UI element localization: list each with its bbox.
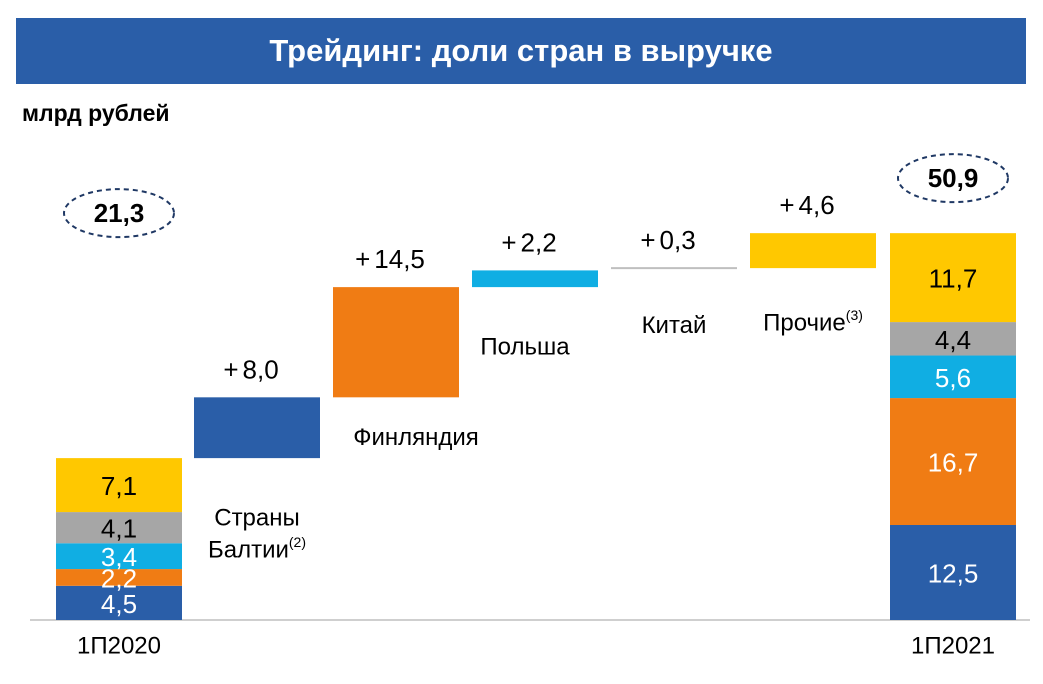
step-bar [472,270,598,288]
title-bar: Трейдинг: доли стран в выручке [16,18,1026,84]
segment-label: 11,7 [929,264,978,294]
column-category-label: 1П2020 [77,633,161,660]
step-value-label: +14,5 [355,244,425,274]
step-category-label: Страны [214,505,300,532]
step-category-label: Китай [642,312,707,339]
stack-segment [890,355,1016,399]
segment-label: 12,5 [928,559,979,589]
step-value-label: +2,2 [501,227,556,257]
step-bar [750,233,876,269]
segment-label: 16,7 [928,448,979,478]
stack-segment [890,398,1016,525]
segment-label: 4,4 [935,325,971,355]
segment-label: 3,4 [101,542,137,572]
segment-label: 4,1 [101,514,137,544]
total-label: 50,9 [928,163,979,193]
stack-segment [890,525,1016,620]
total-label: 21,3 [94,198,145,228]
step-category-label: Польша [480,334,570,361]
segment-label: 4,5 [101,589,137,619]
segment-label: 5,6 [935,363,971,393]
step-value-label: +0,3 [640,225,695,255]
stack-segment [56,585,182,620]
stack-segment [56,543,182,570]
total-ellipse [63,188,175,239]
stack-segment [56,512,182,544]
step-category-label: Прочие(3) [763,307,863,337]
unit-label: млрд рублей [22,100,170,126]
stack-segment [890,233,1016,323]
total-ellipse [897,153,1009,204]
step-bar [333,287,459,398]
stack-segment [56,458,182,513]
column-category-label: 1П2021 [911,633,995,660]
stack-segment [890,322,1016,356]
step-value-label: +8,0 [223,354,278,384]
step-category-label: Балтии(2) [208,534,306,564]
stack-segment [56,569,182,586]
step-category-label: Финляндия [353,424,479,451]
segment-label: 7,1 [101,471,137,501]
chart-title: Трейдинг: доли стран в выручке [269,33,773,68]
step-value-label: +4,6 [779,190,834,220]
step-bar [194,397,320,459]
